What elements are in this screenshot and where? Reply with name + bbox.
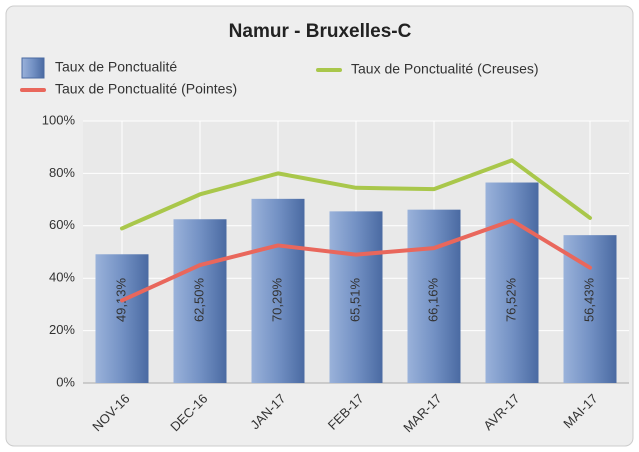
y-tick-label: 80%: [49, 165, 75, 180]
legend-swatch: [21, 57, 45, 79]
bar-value-label: 66,16%: [425, 278, 440, 323]
chart-title: Namur - Bruxelles-C: [229, 21, 412, 42]
legend-label: Taux de Ponctualité (Pointes): [55, 81, 237, 97]
legend-label: Taux de Ponctualité (Creuses): [351, 61, 539, 77]
y-tick-label: 100%: [42, 112, 76, 127]
bar-value-label: 70,29%: [269, 278, 284, 323]
bar-value-label: 76,52%: [503, 278, 518, 323]
bar-value-label: 56,43%: [581, 278, 596, 323]
bar-value-label: 62,50%: [191, 278, 206, 323]
bar: [95, 254, 149, 383]
bar: [251, 198, 305, 383]
line-series: [120, 218, 592, 303]
y-tick-label: 60%: [49, 217, 75, 232]
y-tick-label: 20%: [49, 322, 75, 337]
bar: [563, 235, 617, 383]
bar: [173, 219, 227, 383]
y-tick-label: 40%: [49, 270, 75, 285]
line-series: [120, 158, 592, 231]
legend-label: Taux de Ponctualité: [55, 59, 177, 75]
bar: [485, 182, 539, 383]
bar-value-label: 65,51%: [347, 278, 362, 323]
bar: [329, 211, 383, 383]
y-tick-label: 0%: [56, 374, 75, 389]
bar: [407, 209, 461, 383]
